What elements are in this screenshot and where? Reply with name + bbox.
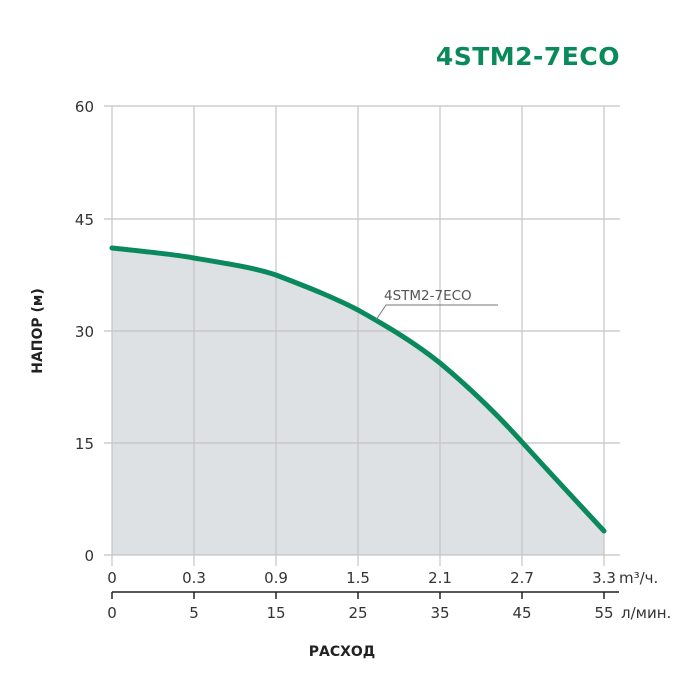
y-tick-label: 45 [75, 211, 94, 229]
curve-label: 4STM2-7ECO [384, 288, 472, 304]
x-unit-m3h: m³/ч. [619, 569, 658, 587]
x-unit-lmin: л/мин. [621, 604, 671, 622]
x-tick-label-m3h: 0 [107, 569, 117, 587]
y-tick-label: 60 [75, 98, 94, 116]
x-tick-label-m3h: 0.9 [264, 569, 288, 587]
y-axis-title: НАПОР (м) [30, 288, 46, 374]
y-tick-label: 15 [75, 435, 94, 453]
x-tick-label-lmin: 5 [189, 604, 199, 622]
y-tick-label: 30 [75, 323, 94, 341]
vertical-gridlines [111, 106, 605, 566]
x-tick-label-lmin: 25 [348, 604, 367, 622]
x-tick-label-lmin: 45 [512, 604, 531, 622]
x-axis-lmin [111, 591, 619, 599]
x-tick-label-lmin: 0 [107, 604, 117, 622]
curve-label-leader [375, 304, 498, 321]
x-tick-label-m3h: 2.1 [428, 569, 452, 587]
x-tick-label-m3h: 0.3 [182, 569, 206, 587]
x-axis-lmin-labels: 0 5 15 25 35 45 55 л/мин. [107, 604, 671, 622]
chart-title: 4STM2-7ECO [435, 42, 620, 71]
horizontal-gridlines [104, 105, 620, 556]
pump-curve-line [109, 245, 607, 534]
x-tick-label-lmin: 35 [430, 604, 449, 622]
y-tick-label: 0 [84, 547, 94, 565]
x-tick-label-lmin: 15 [266, 604, 285, 622]
x-tick-label-lmin: 55 [594, 604, 613, 622]
x-axis-title: РАСХОД [309, 644, 376, 660]
x-tick-label-m3h: 2.7 [510, 569, 534, 587]
x-tick-label-m3h: 3.3 [592, 569, 616, 587]
x-tick-label-m3h: 1.5 [346, 569, 370, 587]
x-axis-m3h-labels: 0 0.3 0.9 1.5 2.1 2.7 3.3 m³/ч. [107, 569, 658, 587]
